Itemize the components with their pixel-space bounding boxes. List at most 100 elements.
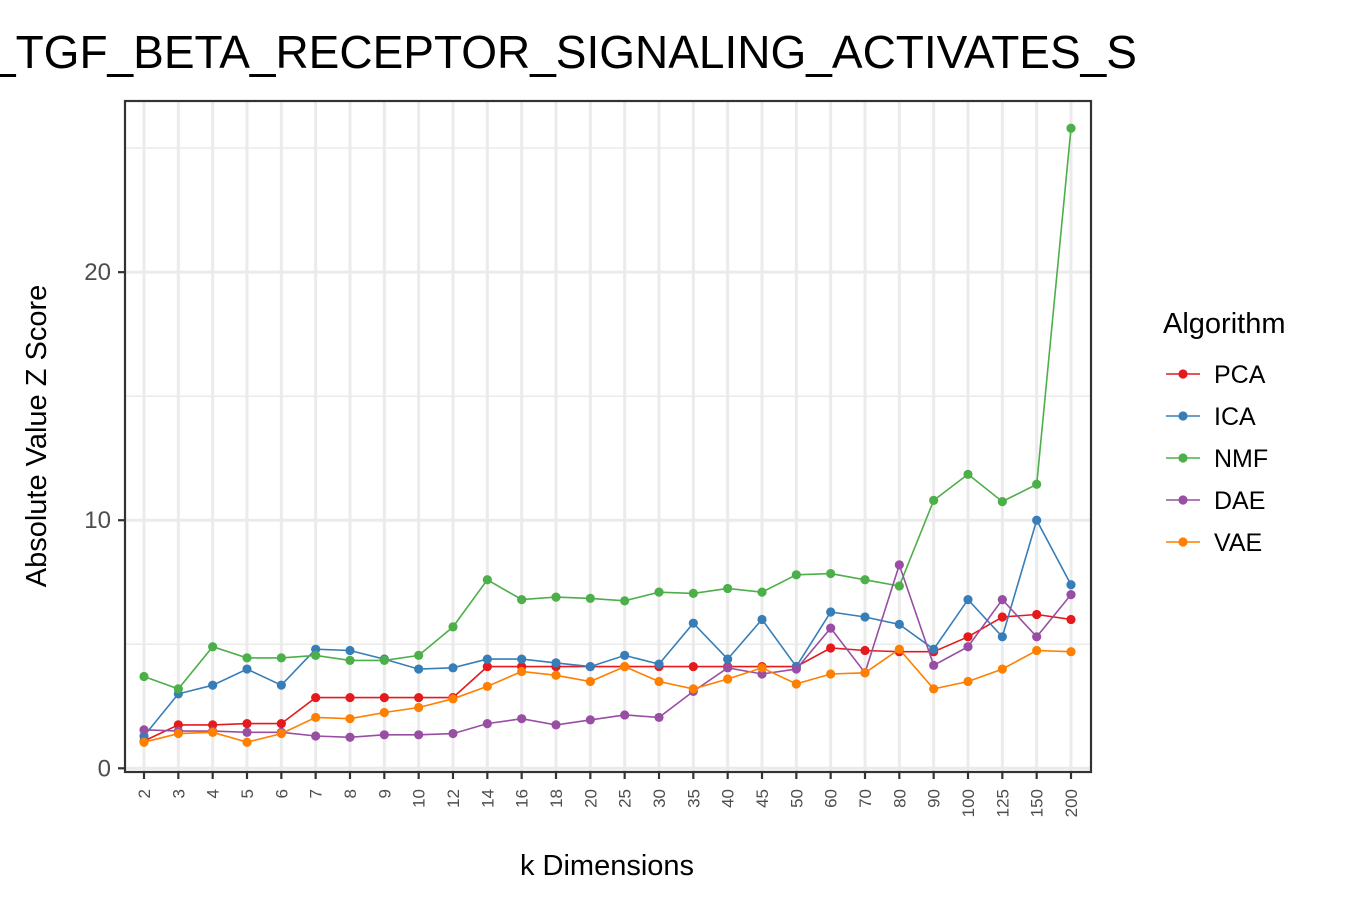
data-point-dae <box>791 664 801 674</box>
data-point-vae <box>482 681 492 692</box>
data-point-vae <box>517 666 527 677</box>
x-tick-label: 25 <box>616 789 635 808</box>
data-point-ica <box>1066 580 1076 590</box>
data-point-vae <box>139 737 149 747</box>
legend-key-point <box>1178 495 1188 505</box>
data-point-vae <box>826 669 836 679</box>
data-point-ica <box>654 659 664 669</box>
x-tick-label: 14 <box>478 789 497 808</box>
x-tick-label: 16 <box>513 789 532 808</box>
data-point-dae <box>894 560 904 570</box>
legend-key-point <box>1178 537 1188 547</box>
data-point-pca <box>276 719 286 729</box>
x-tick-label: 8 <box>341 789 360 798</box>
data-point-dae <box>242 727 252 737</box>
data-point-nmf <box>757 587 767 597</box>
y-tick-label: 0 <box>98 755 111 782</box>
data-point-nmf <box>551 592 561 602</box>
data-point-dae <box>139 725 149 735</box>
legend-label: DAE <box>1214 487 1265 515</box>
legend-title: Algorithm <box>1163 308 1286 340</box>
data-point-nmf <box>997 497 1007 507</box>
data-point-nmf <box>894 581 904 591</box>
data-point-nmf <box>1066 123 1076 133</box>
data-point-vae <box>551 670 561 680</box>
data-point-vae <box>688 684 698 694</box>
data-point-pca <box>414 692 424 703</box>
x-tick-label: 18 <box>547 789 566 808</box>
data-point-ica <box>1032 515 1042 525</box>
x-tick-label: 125 <box>993 789 1012 817</box>
data-point-ica <box>448 663 458 673</box>
legend-label: NMF <box>1214 445 1268 473</box>
panel-border-rect <box>123 99 1093 774</box>
data-point-nmf <box>173 684 183 694</box>
data-point-dae <box>997 594 1007 605</box>
data-point-dae <box>963 642 973 652</box>
data-point-ica <box>482 654 492 664</box>
data-point-dae <box>414 730 424 740</box>
x-tick-label: 40 <box>719 789 738 808</box>
data-point-pca <box>963 632 973 642</box>
x-tick-label: 7 <box>307 789 326 798</box>
x-tick-label: 45 <box>753 789 772 808</box>
legend-items: PCA ICA NMF DAE VAE <box>1166 361 1268 557</box>
data-point-ica <box>688 618 698 628</box>
data-point-ica <box>757 614 767 625</box>
data-point-nmf <box>448 622 458 632</box>
series-line-nmf <box>143 128 1072 690</box>
data-point-ica <box>860 612 870 622</box>
series-line-ica <box>143 518 1072 737</box>
data-point-vae <box>929 684 939 694</box>
data-point-pca <box>482 661 492 672</box>
data-point-nmf <box>139 671 149 682</box>
x-tick-label: 200 <box>1062 789 1081 817</box>
x-tick-label: 150 <box>1028 789 1047 817</box>
data-point-dae <box>448 728 458 739</box>
data-point-nmf <box>791 570 801 580</box>
legend-key-point <box>1178 369 1188 379</box>
data-point-dae <box>1032 632 1042 642</box>
x-tick-label: 80 <box>890 789 909 808</box>
data-point-nmf <box>826 568 836 579</box>
data-point-nmf <box>517 594 527 605</box>
data-point-nmf <box>963 469 973 479</box>
series-nmf <box>139 123 1076 694</box>
data-point-ica <box>997 632 1007 642</box>
data-point-nmf <box>1032 479 1042 489</box>
data-point-vae <box>379 707 389 718</box>
data-point-nmf <box>723 583 733 594</box>
data-point-pca <box>311 692 321 703</box>
data-point-dae <box>654 712 664 723</box>
data-point-vae <box>997 664 1007 674</box>
data-point-dae <box>826 623 836 633</box>
data-point-vae <box>894 644 904 654</box>
y-tick-label: 20 <box>84 259 111 286</box>
data-point-vae <box>654 676 664 687</box>
data-point-dae <box>929 660 939 670</box>
legend-item-vae: VAE <box>1166 529 1262 557</box>
x-tick-label: 50 <box>787 789 806 808</box>
data-point-nmf <box>654 587 664 597</box>
plot-background <box>125 101 1091 772</box>
data-point-ica <box>517 654 527 664</box>
data-point-pca <box>242 719 252 729</box>
legend-label: PCA <box>1214 361 1266 389</box>
legend-label: ICA <box>1214 403 1256 431</box>
legend-key-point <box>1178 411 1188 421</box>
y-axis: 0 10 20 <box>84 259 125 782</box>
data-point-vae <box>620 661 630 672</box>
x-tick-label: 5 <box>238 789 257 798</box>
data-point-pca <box>826 643 836 653</box>
x-tick-label: 4 <box>204 789 223 798</box>
series-line-dae <box>143 562 1072 739</box>
x-tick-label: 70 <box>856 789 875 808</box>
data-point-dae <box>311 731 321 741</box>
data-point-nmf <box>688 588 698 598</box>
data-point-pca <box>379 692 389 703</box>
legend-key-point <box>1178 453 1188 463</box>
data-point-ica <box>242 664 252 674</box>
data-point-vae <box>860 668 870 678</box>
plot-panel <box>125 101 1091 772</box>
x-tick-label: 60 <box>822 789 841 808</box>
